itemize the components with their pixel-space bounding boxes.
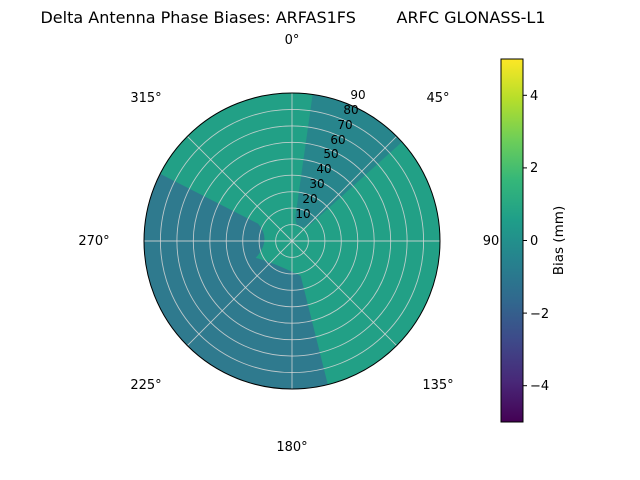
chart-title: Delta Antenna Phase Biases: ARFAS1FS ARF… — [40, 8, 546, 27]
radial-tick-80: 80 — [343, 103, 358, 117]
angular-tick-225: 225° — [130, 378, 161, 393]
angular-tick-135: 135° — [422, 378, 453, 393]
colorbar-tick-4: 4 — [530, 89, 538, 104]
polar-outline — [143, 92, 441, 390]
colorbar-tick-labels: 4 2 0 −2 −4 — [530, 89, 549, 394]
heatmap-upper-right-region — [295, 93, 404, 228]
radial-tick-30: 30 — [309, 177, 324, 191]
colorbar-axis-label: Bias (mm) — [551, 206, 567, 275]
radial-tick-70: 70 — [337, 118, 352, 132]
radial-tick-90: 90 — [350, 88, 365, 102]
polar-grid — [144, 93, 440, 389]
angular-tick-labels: 0° 45° 90 135° 180° 225° 270° 315° — [78, 33, 499, 455]
colorbar-ticks — [523, 94, 527, 387]
colorbar-tick-neg2: −2 — [530, 307, 549, 322]
angular-tick-45: 45° — [426, 91, 449, 106]
angular-tick-315: 315° — [130, 91, 161, 106]
colorbar: 4 2 0 −2 −4 Bias (mm) — [500, 58, 567, 423]
heatmap-lower-left-region — [144, 172, 329, 389]
radial-tick-20: 20 — [302, 192, 317, 206]
radial-tick-50: 50 — [323, 147, 338, 161]
angular-tick-90: 90 — [483, 234, 500, 249]
colorbar-tick-0: 0 — [530, 234, 538, 249]
colorbar-tick-neg4: −4 — [530, 379, 549, 394]
radial-tick-labels: 10 20 30 40 50 60 70 80 90 — [295, 88, 365, 221]
angular-tick-0: 0° — [285, 33, 300, 48]
angular-tick-270: 270° — [78, 234, 109, 249]
radial-tick-60: 60 — [330, 133, 345, 147]
angular-tick-180: 180° — [276, 440, 307, 455]
colorbar-tick-2: 2 — [530, 161, 538, 176]
radial-tick-40: 40 — [316, 162, 331, 176]
radial-tick-10: 10 — [295, 207, 310, 221]
colorbar-gradient — [500, 58, 524, 423]
